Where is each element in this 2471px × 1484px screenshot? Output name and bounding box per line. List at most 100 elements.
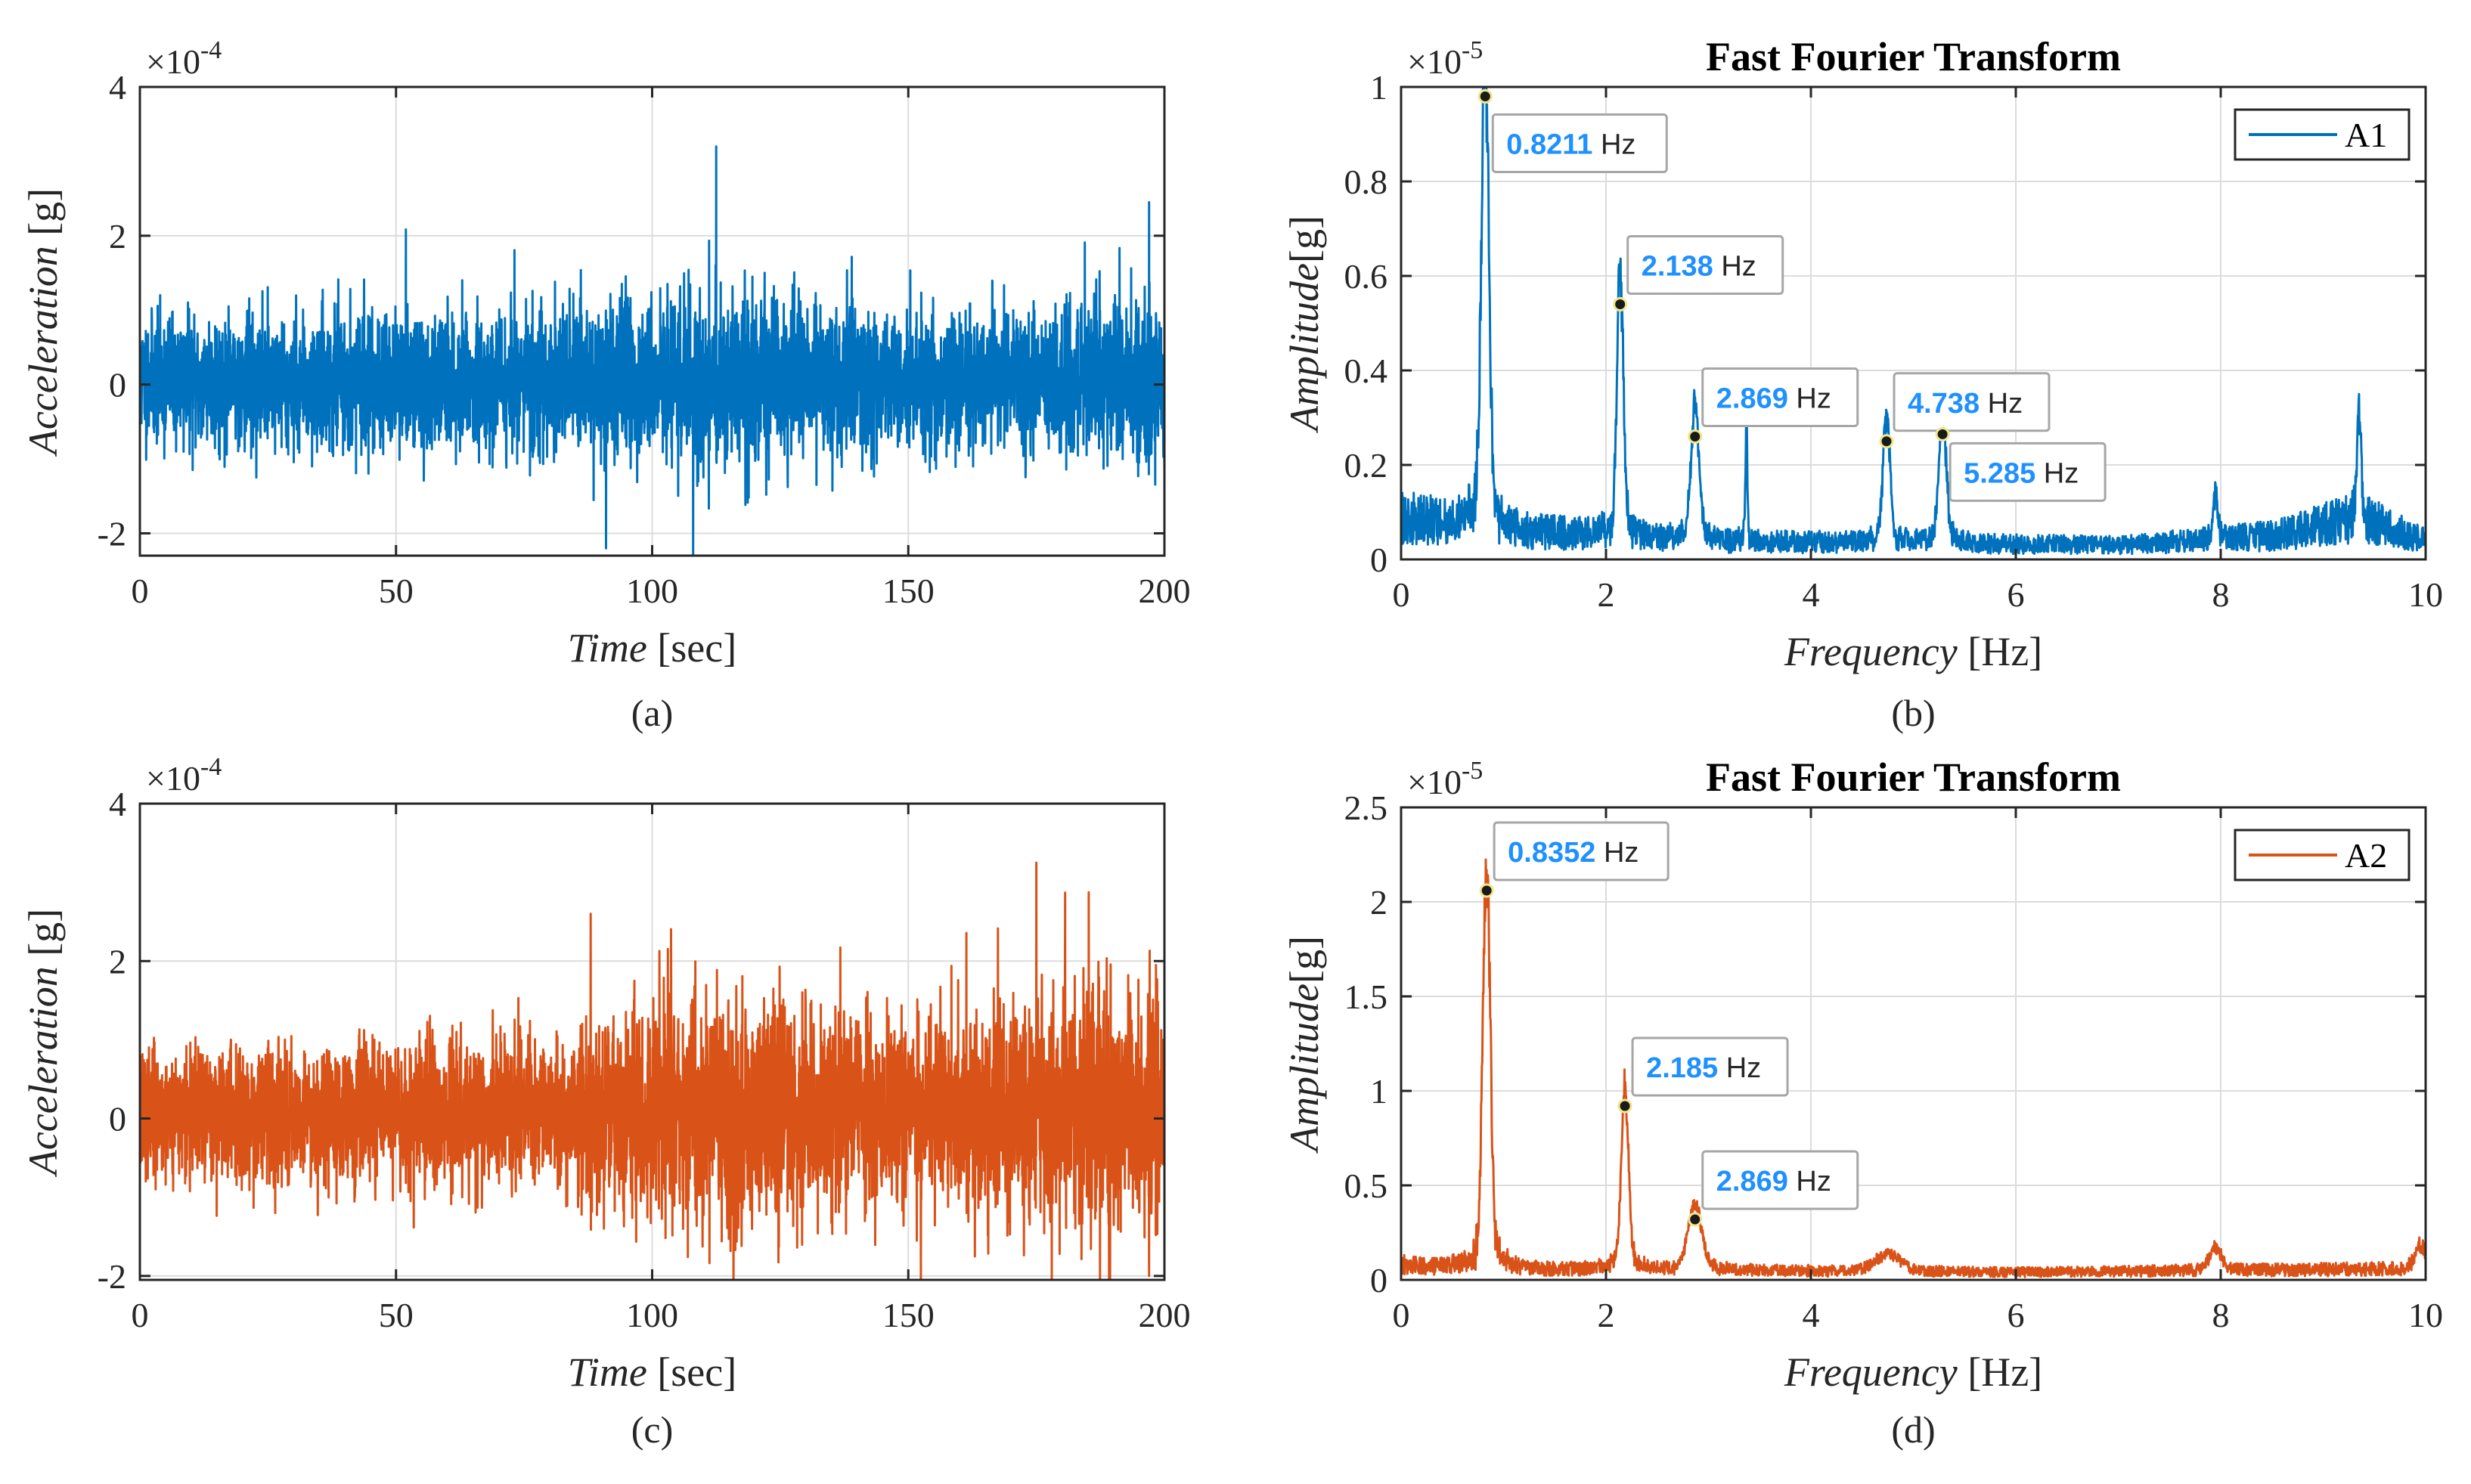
x-tick-label: 2 [1598,575,1615,614]
y-axis-label-name: Acceleration [20,966,66,1177]
y-tick-label: 2.5 [1344,788,1388,827]
y-tick-label: -2 [98,1257,126,1296]
datatip-text: 2.869 Hz [1716,1166,1831,1197]
x-tick-label: 50 [379,572,414,610]
datatip-unit: Hz [2035,457,2079,489]
x-tick-label: 2 [1598,1296,1615,1334]
x-tick-label: 8 [2212,575,2230,614]
x-axis-label-name: Frequency [1784,1349,1958,1395]
axes-frame [1400,85,2427,561]
x-tick-label: 4 [1803,1296,1820,1334]
datatip-text: 2.138 Hz [1642,251,1756,283]
exponent-power: -5 [1462,36,1483,64]
y-tick-label: 0.2 [1344,446,1388,485]
x-tick-label: 6 [2007,575,2025,614]
datatip-marker [1613,297,1628,311]
exponent-power: -4 [200,36,222,64]
plot-area [1401,807,2426,1280]
x-tick-label: 10 [2408,575,2443,614]
y-tick-label: 2 [1370,883,1387,922]
datatip-box [1701,1150,1859,1210]
chart-panel-b: 0 2 4 6 8 10 0 0.2 0.4 0.6 0.8 1 ×10-5 Fast Fourier T… [1282,34,2443,734]
x-tick-label: 0 [132,1296,149,1334]
axes-frame [1400,806,2427,1281]
datatip-marker [1479,883,1494,898]
x-axis-label-unit: [Hz] [1958,1349,2042,1395]
datatip-box [1631,1036,1789,1097]
chart-panel-d: 0 2 4 6 8 10 0 0.5 1 1.5 2 2.5 ×10-5 Fast Fourier Tra… [1282,754,2443,1451]
x-tick-label: 200 [1139,572,1191,610]
x-tick-label: 0 [132,572,149,610]
datatip-box [1701,367,1859,427]
x-tick-label: 10 [2408,1296,2443,1334]
datatip-text: 0.8352 Hz [1508,837,1639,869]
x-tick-label: 200 [1139,1296,1191,1334]
x-axis-label: Frequency [Hz] [1784,1349,2042,1395]
datatip-marker [1935,426,1950,441]
datatip-value: 2.869 [1716,383,1788,415]
datatip-value: 4.738 [1908,388,1980,420]
datatip-box [1493,821,1670,881]
exponent-base: ×10 [146,759,200,798]
datatip-unit: Hz [1595,837,1639,869]
y-axis-label-name: Amplitude [1282,984,1327,1154]
y-axis-label-unit: [g] [20,909,66,966]
series-line-A1 [140,145,1164,556]
y-axis-label-name: Acceleration [20,246,66,457]
datatip-value: 2.138 [1642,251,1713,283]
x-axis-label: Time [sec] [568,1349,736,1395]
datatip-text: 4.738 Hz [1908,388,2023,420]
datatip-box [1491,113,1668,173]
y-tick-label: 0.4 [1344,352,1388,390]
axis-exponent: ×10-4 [146,753,222,798]
datatip-text: 0.8211 Hz [1506,129,1635,161]
panel-caption: (d) [1891,1408,1935,1451]
datatip-text: 5.285 Hz [1964,457,2079,489]
x-tick-label: 0 [1393,575,1410,614]
y-tick-label: 2 [109,942,126,981]
y-tick-label: 0.6 [1344,257,1388,296]
legend-label: A1 [2345,116,2387,154]
datatip-marker [1617,1098,1632,1114]
exponent-base: ×10 [146,42,200,81]
datatip-marker [1879,434,1894,449]
x-tick-label: 150 [882,1296,935,1334]
x-tick-label: 8 [2212,1296,2230,1334]
chart-title: Fast Fourier Transform [1706,34,2121,79]
axis-exponent: ×10-5 [1407,36,1483,81]
datatip-box [1893,372,2051,432]
y-tick-label: 0 [1370,541,1387,579]
series-line-A1 [1401,87,2426,556]
x-axis-label-unit: [Hz] [1958,629,2042,674]
y-tick-label: 0.8 [1344,163,1388,201]
y-tick-label: 0.5 [1344,1166,1388,1205]
y-tick-label: 1.5 [1344,977,1388,1016]
panel-caption: (a) [631,692,674,734]
y-tick-label: 4 [109,785,126,823]
datatip-value: 2.185 [1646,1052,1718,1084]
x-tick-label: 6 [2007,1296,2025,1334]
datatip-value: 2.869 [1716,1166,1788,1197]
axis-exponent: ×10-4 [146,36,222,81]
datatip-unit: Hz [1788,1166,1831,1197]
datatip-unit: Hz [1788,383,1831,415]
y-tick-label: 0 [109,1100,126,1139]
datatip-box [1626,235,1784,295]
datatip-marker [1477,89,1493,104]
y-tick-label: 4 [109,68,126,107]
y-axis-label: Acceleration [g] [20,188,66,457]
x-tick-label: 100 [626,572,678,610]
legend-label: A2 [2345,836,2387,875]
x-axis-label-unit: [sec] [647,625,736,671]
y-tick-label: 1 [1370,68,1387,107]
axis-exponent: ×10-5 [1407,757,1483,801]
datatip-marker [1688,1212,1703,1227]
x-tick-label: 50 [379,1296,414,1334]
y-tick-label: 2 [109,217,126,256]
y-tick-label: 1 [1370,1072,1387,1111]
exponent-base: ×10 [1407,42,1462,81]
x-tick-label: 150 [882,572,935,610]
series-line-A2 [140,861,1164,1280]
